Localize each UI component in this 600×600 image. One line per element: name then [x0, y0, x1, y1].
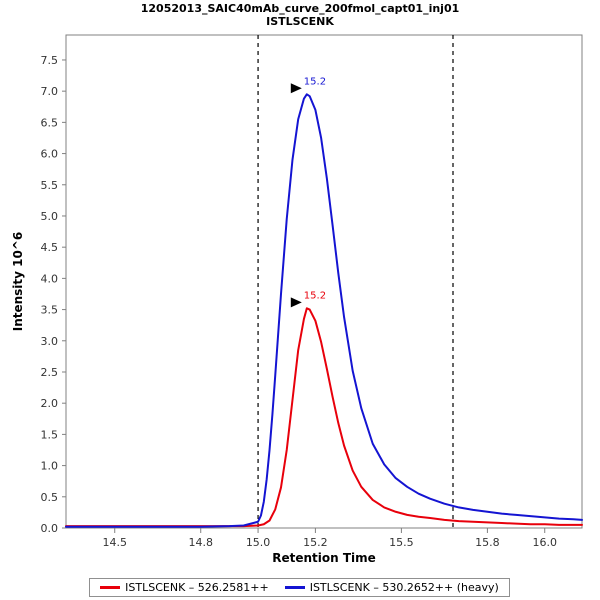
y-tick-label: 4.5	[41, 241, 59, 254]
legend-label-heavy: ISTLSCENK – 530.2652++ (heavy)	[309, 581, 499, 594]
y-axis-title: Intensity 10^6	[11, 232, 25, 332]
legend-item-light[interactable]: ISTLSCENK – 526.2581++	[100, 581, 269, 594]
trace-heavy[interactable]	[65, 93, 583, 528]
x-tick-label: 15.8	[475, 536, 500, 549]
legend-label-light: ISTLSCENK – 526.2581++	[125, 581, 269, 594]
y-tick-label: 1.5	[41, 428, 59, 441]
y-tick-label: 2.0	[41, 397, 59, 410]
y-tick-label: 7.0	[41, 85, 59, 98]
legend-item-heavy[interactable]: ISTLSCENK – 530.2652++ (heavy)	[284, 581, 499, 594]
y-tick-label: 0.5	[41, 491, 59, 504]
x-tick-label: 14.5	[102, 536, 127, 549]
y-tick-label: 1.0	[41, 460, 59, 473]
y-tick-label: 2.5	[41, 366, 59, 379]
x-tick-label: 15.2	[303, 536, 328, 549]
y-tick-label: 0.0	[41, 522, 59, 535]
y-tick-label: 5.0	[41, 210, 59, 223]
chart-title-block: 12052013_SAIC40mAb_curve_200fmol_capt01_…	[0, 2, 600, 28]
x-tick-label: 16.0	[532, 536, 557, 549]
legend-swatch-heavy	[284, 586, 305, 589]
legend-swatch-light	[100, 586, 121, 589]
y-tick-label: 7.5	[41, 54, 59, 67]
page-title: 12052013_SAIC40mAb_curve_200fmol_capt01_…	[140, 2, 460, 15]
peak-apex-marker-icon	[290, 83, 302, 94]
peak-apex-marker-icon	[290, 297, 302, 308]
y-tick-label: 6.5	[41, 116, 59, 129]
y-tick-label: 4.0	[41, 272, 59, 285]
y-tick-label: 5.5	[41, 179, 59, 192]
chart-legend: ISTLSCENK – 526.2581++ ISTLSCENK – 530.2…	[89, 578, 510, 597]
y-tick-label: 6.0	[41, 148, 59, 161]
plot-frame	[65, 34, 583, 529]
trace-light[interactable]	[65, 307, 583, 528]
x-tick-label: 14.8	[188, 536, 213, 549]
x-axis-title: Retention Time	[272, 551, 376, 565]
x-tick-label: 15.5	[389, 536, 414, 549]
y-tick-label: 3.0	[41, 335, 59, 348]
peptide-subtitle: ISTLSCENK	[266, 15, 334, 28]
y-tick-label: 3.5	[41, 304, 59, 317]
x-tick-label: 15.0	[246, 536, 271, 549]
peak-retention-time-label: 15.2	[304, 76, 326, 87]
peak-retention-time-label: 15.2	[304, 290, 326, 301]
